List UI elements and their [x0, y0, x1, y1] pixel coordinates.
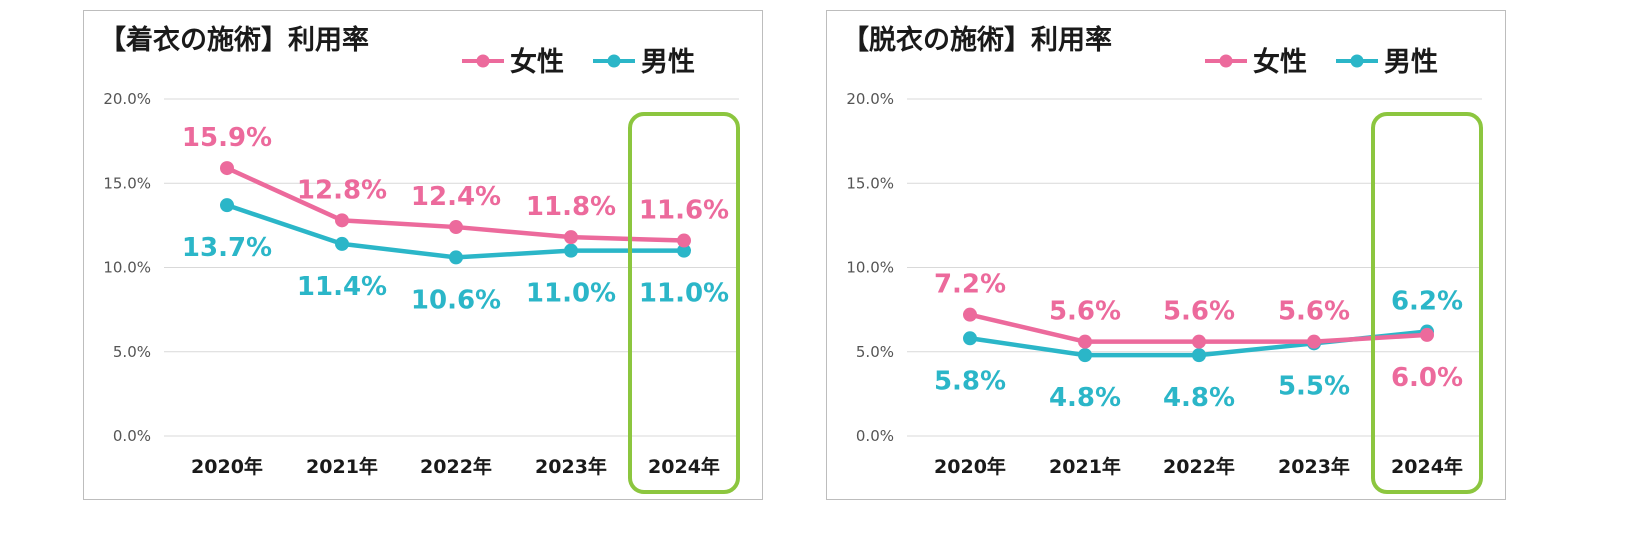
y-tick-label: 15.0%	[103, 174, 151, 192]
y-tick-label: 20.0%	[846, 90, 894, 108]
data-point-female	[677, 233, 691, 248]
data-label-male: 5.8%	[934, 366, 1006, 396]
data-point-female	[564, 230, 578, 245]
data-label-female: 11.6%	[639, 196, 729, 226]
data-label-male: 11.0%	[639, 279, 729, 309]
data-label-female: 11.8%	[526, 192, 616, 222]
data-point-male	[220, 198, 234, 213]
data-label-male: 4.8%	[1049, 383, 1121, 413]
x-tick-label: 2023年	[1278, 455, 1350, 478]
chart-panel-clothed: 【着衣の施術】利用率女性 男性 20.0% 15.0% 10.0% 5.0% 0.0% 202…	[83, 10, 763, 500]
data-label-female: 5.6%	[1163, 297, 1235, 327]
y-tick-label: 10.0%	[846, 259, 894, 277]
data-point-female	[220, 161, 234, 176]
data-label-female: 6.0%	[1391, 363, 1463, 393]
legend-marker-male	[607, 54, 621, 68]
data-label-female: 5.6%	[1278, 297, 1350, 327]
highlight-box	[1371, 112, 1483, 494]
y-tick-label: 0.0%	[113, 427, 151, 445]
x-tick-label: 2024年	[648, 455, 720, 478]
data-point-male	[335, 236, 349, 251]
data-point-female	[1307, 334, 1321, 349]
data-label-male: 10.6%	[411, 285, 501, 315]
data-point-female	[335, 213, 349, 228]
data-point-male	[1192, 348, 1206, 363]
legend-label-male: 男性	[1384, 47, 1438, 78]
x-tick-label: 2021年	[1049, 455, 1121, 478]
highlight-box	[628, 112, 740, 494]
data-point-male	[1078, 348, 1092, 363]
chart-panel-unclothed: 【脱衣の施術】利用率女性 男性 20.0% 15.0% 10.0% 5.0% 0.0% 202…	[826, 10, 1506, 500]
x-tick-label: 2022年	[1163, 455, 1235, 478]
data-point-female	[963, 307, 977, 322]
chart-title: 【脱衣の施術】利用率	[842, 24, 1112, 56]
legend-marker-female	[476, 54, 490, 68]
data-label-female: 5.6%	[1049, 297, 1121, 327]
x-tick-label: 2023年	[535, 455, 607, 478]
x-tick-label: 2021年	[306, 455, 378, 478]
x-tick-label: 2020年	[191, 455, 263, 478]
legend-label-female: 女性	[510, 46, 564, 78]
y-tick-label: 20.0%	[103, 90, 151, 108]
chart-title: 【着衣の施術】利用率	[99, 24, 369, 56]
data-point-female	[1078, 334, 1092, 349]
data-label-female: 7.2%	[934, 270, 1006, 300]
data-label-female: 12.4%	[411, 182, 501, 212]
data-point-male	[564, 243, 578, 258]
y-tick-label: 5.0%	[113, 343, 151, 361]
y-tick-label: 15.0%	[846, 174, 894, 192]
data-label-male: 4.8%	[1163, 383, 1235, 413]
data-point-female	[1420, 327, 1434, 342]
y-tick-label: 5.0%	[856, 343, 894, 361]
x-tick-label: 2020年	[934, 455, 1006, 478]
data-point-male	[963, 331, 977, 346]
legend-label-female: 女性	[1253, 46, 1307, 78]
data-point-female	[1192, 334, 1206, 349]
data-point-female	[449, 220, 463, 235]
legend-label-male: 男性	[641, 47, 695, 78]
legend-marker-female	[1219, 54, 1233, 68]
y-tick-label: 0.0%	[856, 427, 894, 445]
y-tick-label: 10.0%	[103, 259, 151, 277]
data-point-male	[677, 243, 691, 258]
data-label-male: 11.4%	[297, 272, 387, 302]
data-label-male: 13.7%	[182, 233, 272, 263]
data-point-male	[449, 250, 463, 265]
data-label-male: 6.2%	[1391, 287, 1463, 317]
x-tick-label: 2022年	[420, 455, 492, 478]
data-label-female: 15.9%	[182, 123, 272, 153]
data-label-male: 5.5%	[1278, 371, 1350, 401]
x-tick-label: 2024年	[1391, 455, 1463, 478]
legend-marker-male	[1350, 54, 1364, 68]
data-label-female: 12.8%	[297, 175, 387, 205]
data-label-male: 11.0%	[526, 279, 616, 309]
